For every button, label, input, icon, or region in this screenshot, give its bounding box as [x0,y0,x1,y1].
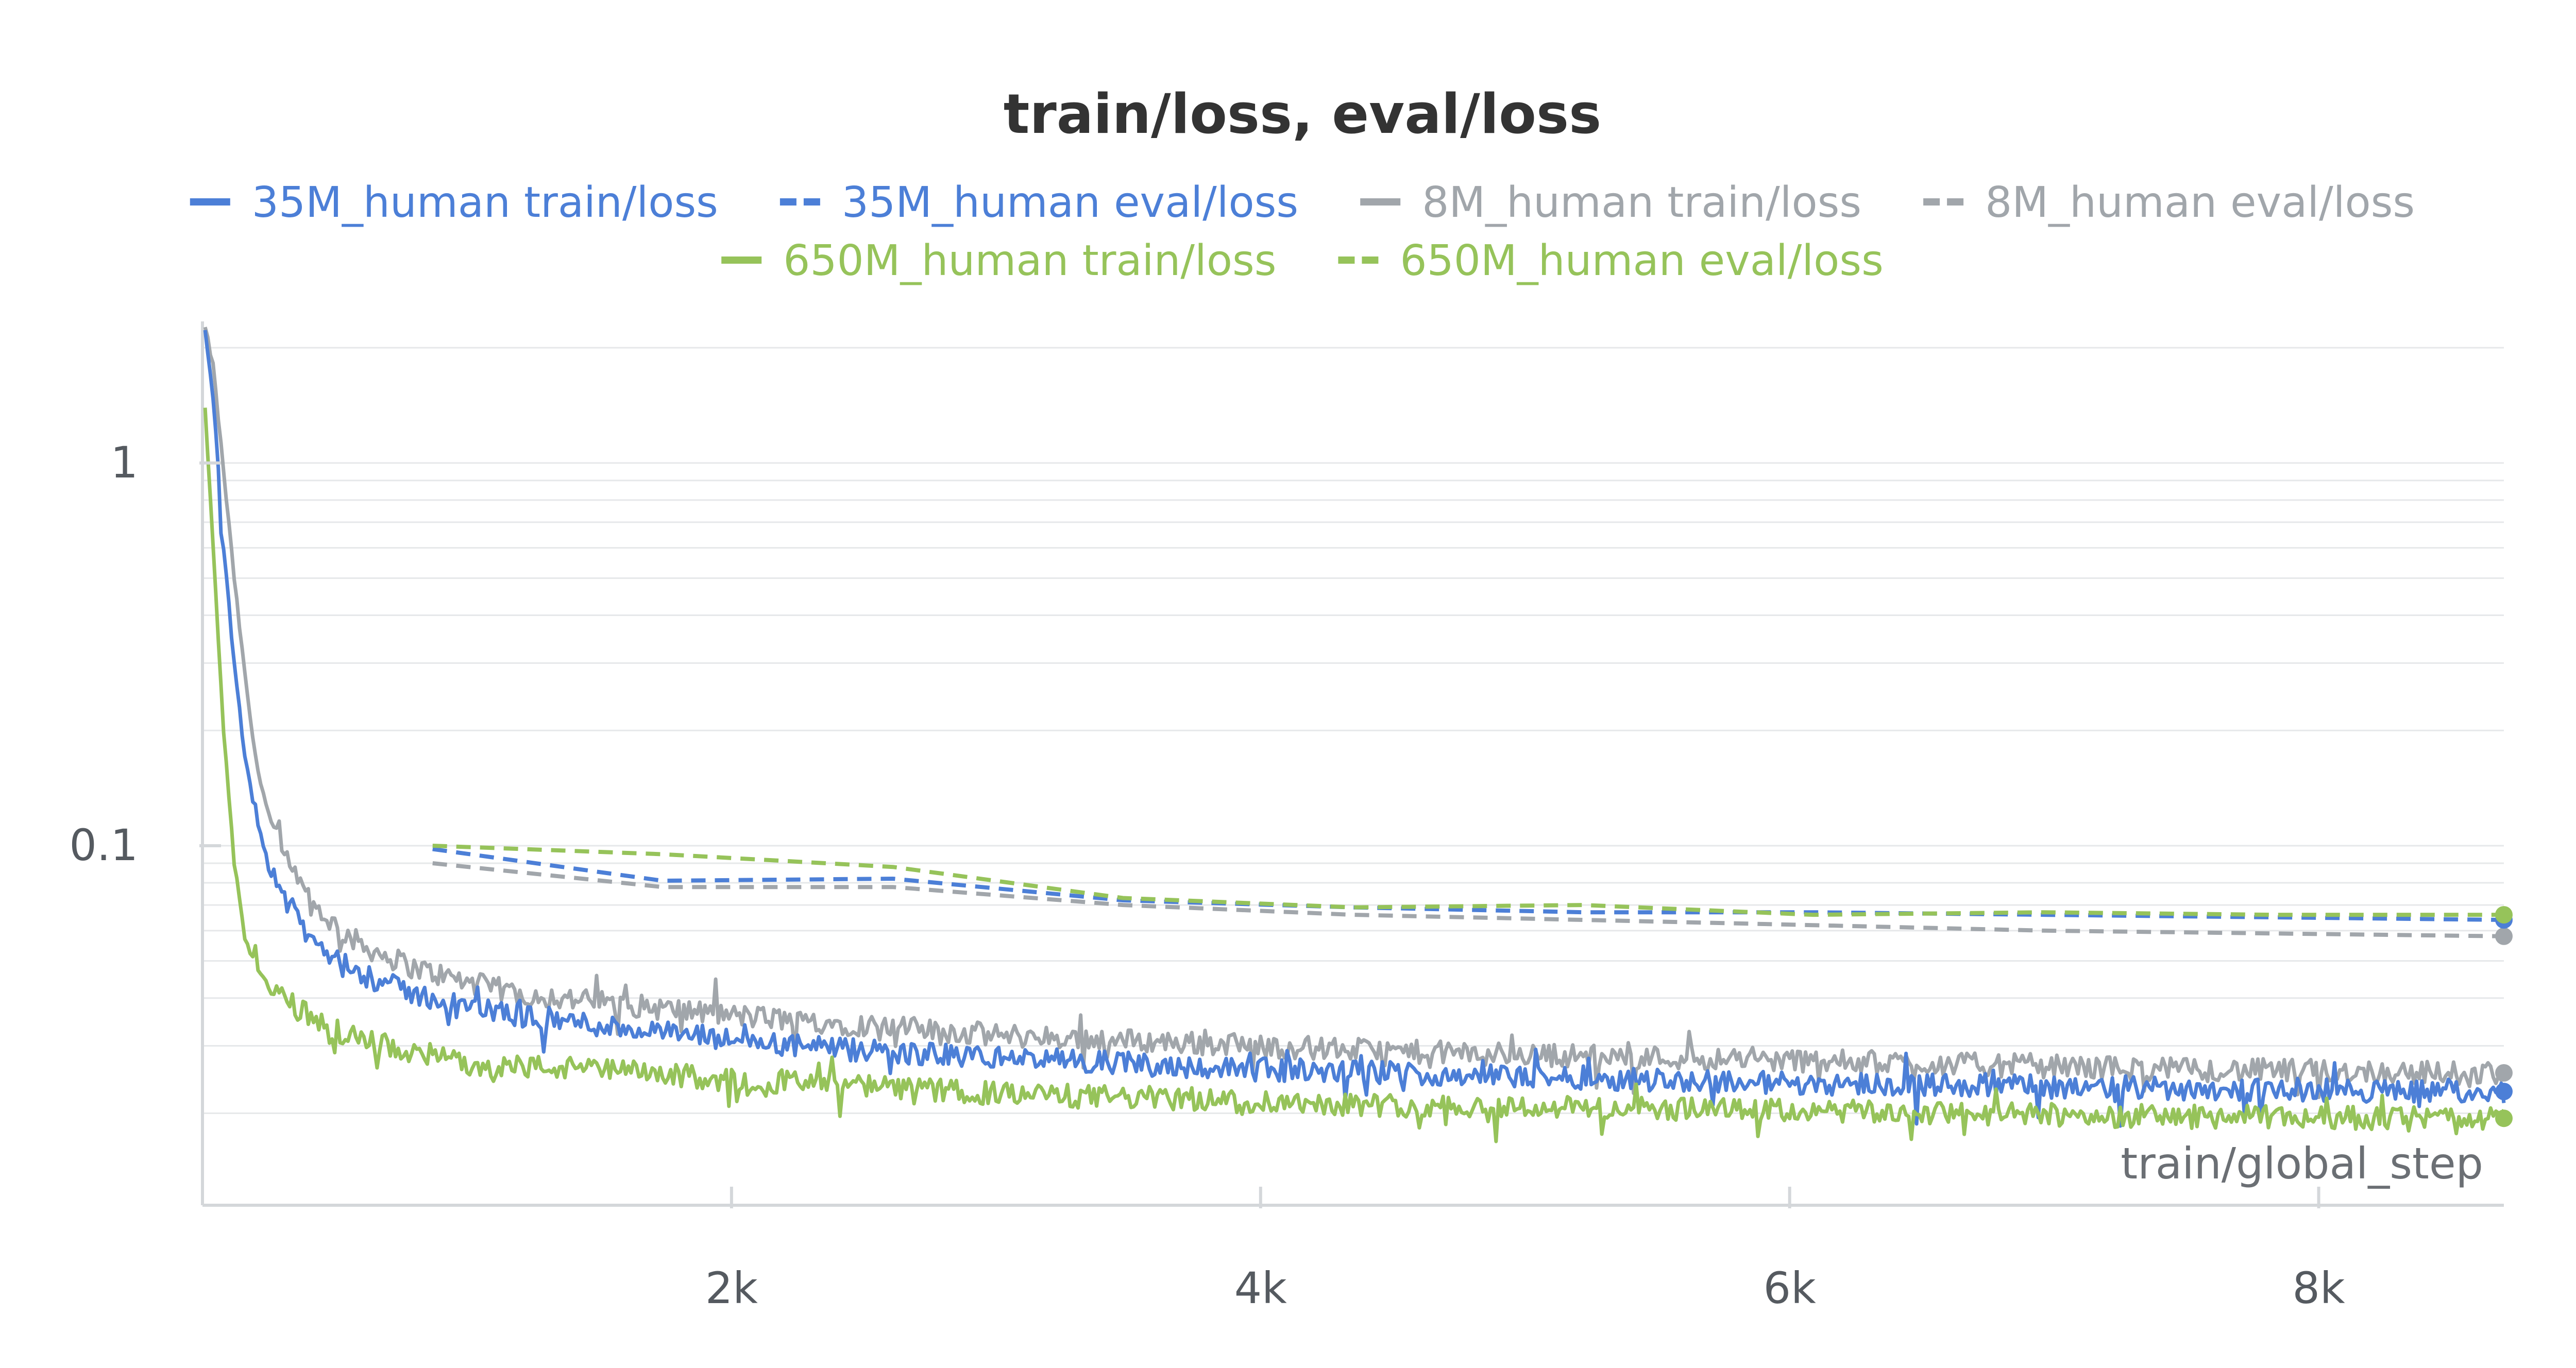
series-end-point-8m-human-eval-loss [2495,927,2513,945]
x-tick-label: 8k [2293,1263,2345,1313]
legend: 35M_human train/loss 35M_human eval/loss 8… [190,178,2415,285]
legend-label: 650M_human train/loss [783,236,1276,285]
series-line-35m-human-train-loss [203,330,2506,1128]
axes [201,321,2504,1207]
series-layer [203,327,2513,1143]
series-end-point-8m-human-train-loss [2495,1064,2513,1082]
series-end-point-650m-human-train-loss [2495,1109,2513,1127]
series-line-650m-human-eval-loss [432,844,2504,917]
legend-item-8m-human-train-loss[interactable]: 8M_human train/loss [1360,178,1861,227]
x-tick-label: 4k [1234,1263,1287,1313]
legend-label: 35M_human eval/loss [842,178,1298,227]
y-tick-label: 1 [111,437,138,488]
ticks: 2k 4k 6k 8k 1 0.1 [69,437,2345,1313]
legend-item-8m-human-eval-loss[interactable]: 8M_human eval/loss [1923,178,2415,227]
legend-item-35m-human-train-loss[interactable]: 35M_human train/loss [190,178,718,227]
series-line-8m-human-train-loss [203,327,2506,1099]
series-line-8m-human-eval-loss [432,861,2504,938]
series-line-650m-human-train-loss [203,407,2505,1143]
legend-label: 35M_human train/loss [252,178,718,227]
legend-label: 650M_human eval/loss [1400,236,1883,285]
x-tick-label: 6k [1764,1263,1816,1313]
chart-title: train/loss, eval/loss [1004,82,1601,146]
legend-label: 8M_human eval/loss [1985,178,2415,227]
y-tick-label: 0.1 [69,820,138,870]
legend-item-650m-human-eval-loss[interactable]: 650M_human eval/loss [1338,236,1884,285]
grid [202,347,2504,1114]
legend-item-35m-human-eval-loss[interactable]: 35M_human eval/loss [779,178,1298,227]
legend-item-650m-human-train-loss[interactable]: 650M_human train/loss [721,236,1276,285]
legend-label: 8M_human train/loss [1422,178,1861,227]
series-end-point-650m-human-eval-loss [2495,906,2513,924]
x-tick-label: 2k [705,1263,758,1313]
series-end-point-35m-human-train-loss [2495,1083,2513,1101]
x-axis-label: train/global_step [2121,1138,2483,1189]
